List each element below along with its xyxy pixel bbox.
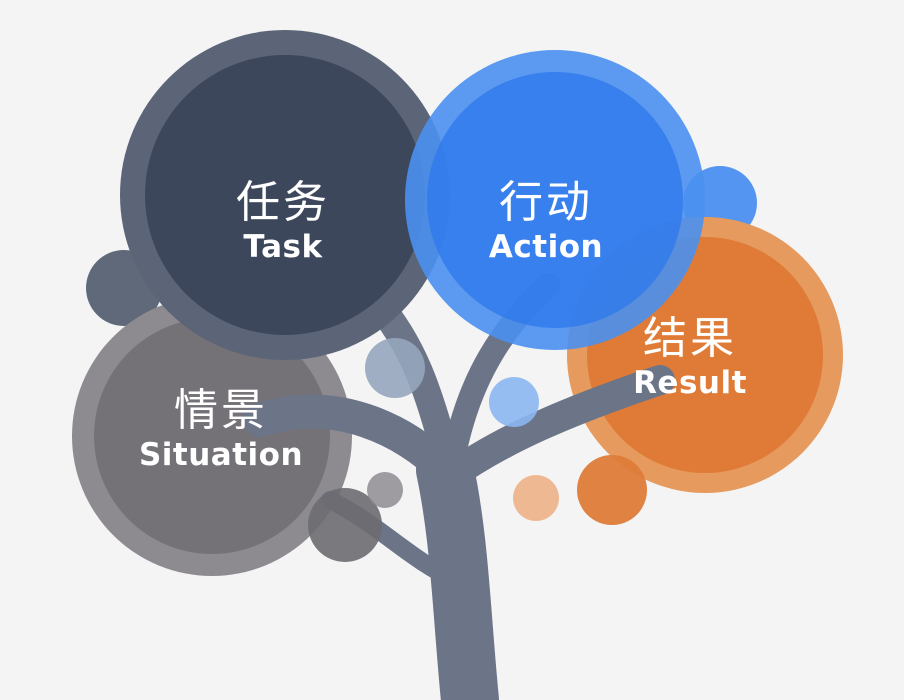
grey-blue-bubble	[365, 338, 425, 398]
task-zh-text: 任务	[236, 177, 330, 228]
grey-small-bubble	[367, 472, 403, 508]
task-label: 任务 Task	[236, 178, 330, 266]
result-zh-text: 结果	[643, 313, 737, 364]
action-label: 行动 Action	[489, 178, 603, 266]
result-label: 结果 Result	[633, 314, 747, 402]
situation-en-text: Situation	[138, 437, 304, 473]
situation-zh-text: 情景	[173, 385, 268, 436]
situation-circle	[94, 318, 330, 554]
task-en-text: Task	[243, 229, 323, 265]
orange-bubble	[577, 455, 647, 525]
light-blue-bubble	[489, 377, 539, 427]
task-circle	[145, 55, 425, 335]
grey-bubble	[308, 488, 382, 562]
action-zh-text: 行动	[499, 177, 593, 228]
action-en-text: Action	[488, 229, 604, 265]
situation-label: 情景 Situation	[139, 386, 303, 474]
action-circle	[427, 72, 683, 328]
result-en-text: Result	[633, 365, 747, 401]
peach-bubble	[513, 475, 559, 521]
